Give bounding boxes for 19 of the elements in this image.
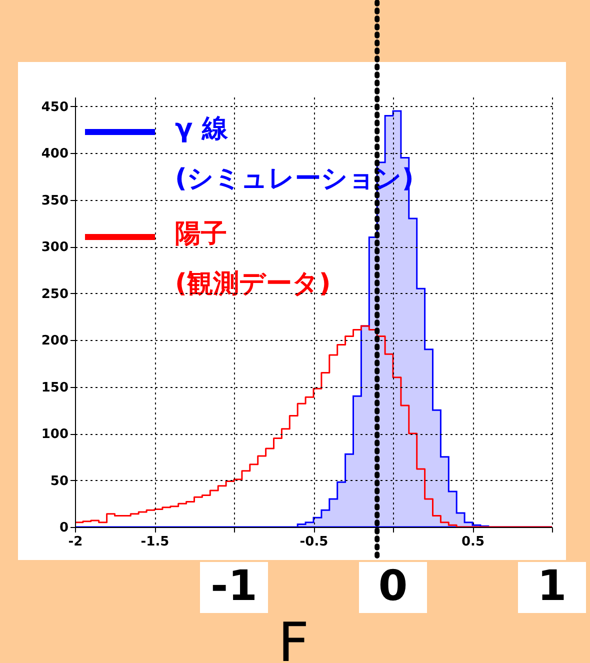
y-tick-label: 100 xyxy=(41,427,68,442)
y-tick-label: 350 xyxy=(41,193,68,208)
y-tick-label: 250 xyxy=(41,286,68,302)
y-tick-label: 50 xyxy=(50,474,68,489)
y-tick-label: 450 xyxy=(41,100,68,115)
y-tick-label: 300 xyxy=(41,240,68,256)
x-tick-label: -2 xyxy=(68,534,83,550)
text: 0 xyxy=(378,561,408,610)
x-tick-label: -0.5 xyxy=(300,534,328,550)
y-tick-label: 200 xyxy=(41,334,68,349)
x-tick-label: -1.5 xyxy=(140,534,170,550)
y-tick-label: 150 xyxy=(41,380,68,396)
text: -1 xyxy=(210,561,258,610)
y-tick-label: 400 xyxy=(41,146,68,162)
y-tick-label: 0 xyxy=(59,520,68,536)
text: 1 xyxy=(537,561,567,610)
x-tick-label: 0.5 xyxy=(461,534,485,550)
x-axis-title: F xyxy=(278,611,310,663)
legend-label: 陽子 (観測データ) xyxy=(175,219,331,299)
